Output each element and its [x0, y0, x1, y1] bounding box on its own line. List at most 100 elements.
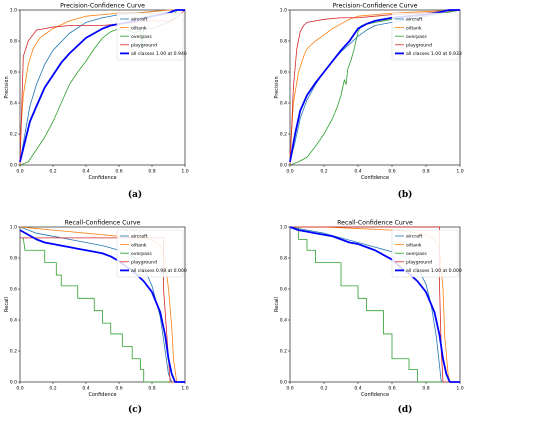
- series-line-overpass: [20, 237, 185, 383]
- legend-label: playground: [131, 260, 157, 266]
- y-tick-label: 1.0: [10, 225, 17, 231]
- series-line-playground: [289, 9, 461, 166]
- legend-label: playground: [406, 260, 432, 266]
- x-tick-label: 0.8: [422, 169, 429, 175]
- x-tick-label: 0.8: [148, 386, 155, 392]
- legend-box: [116, 229, 184, 278]
- chart-1: Precision-Confidence Curve 0.0 0.2 0.4 0.6 0.…: [274, 3, 464, 182]
- x-tick-label: 0.4: [82, 386, 89, 392]
- series-line-all: [289, 226, 460, 383]
- series-line-playground: [290, 226, 460, 383]
- legend-label: playground: [131, 43, 157, 49]
- legend-label: aircraft: [131, 234, 148, 240]
- y-tick-label: 0.4: [280, 101, 287, 107]
- legend-label: overpass: [406, 34, 427, 40]
- y-tick-label: 0.2: [10, 132, 17, 138]
- x-tick-label: 1.0: [181, 169, 188, 175]
- x-tick-label: 0.8: [422, 386, 429, 392]
- chart-0: Precision-Confidence Curve 0.0 0.2 0.4 0.6 0.…: [4, 3, 189, 182]
- legend-box: [116, 12, 184, 61]
- x-tick-label: 1.0: [456, 169, 463, 175]
- y-tick-label: 1.0: [280, 225, 287, 231]
- y-tick-label: 0.8: [280, 256, 287, 262]
- legend-label: all classes 1.00 at 0.933: [406, 51, 462, 57]
- x-tick-label: 0.6: [115, 386, 122, 392]
- x-tick-label: 0.4: [82, 169, 89, 175]
- caption-b: (b): [397, 190, 413, 200]
- y-tick-label: 0.6: [10, 287, 17, 293]
- y-tick-label: 0.4: [280, 318, 287, 324]
- legend-label: oiltank: [131, 242, 147, 248]
- x-axis-label: Confidence: [88, 175, 116, 181]
- y-axis-label: Precision: [4, 76, 10, 98]
- series-line-oiltank: [289, 9, 461, 158]
- y-tick-label: 0.6: [280, 70, 287, 76]
- x-tick-label: 1.0: [181, 386, 188, 392]
- chart-title: Precision-Confidence Curve: [60, 3, 145, 10]
- y-tick-label: 1.0: [280, 8, 287, 14]
- plot-frame: [289, 9, 461, 166]
- y-tick-label: 0.6: [10, 70, 17, 76]
- y-axis-label: Precision: [274, 76, 280, 98]
- series-line-all: [19, 229, 185, 383]
- y-tick-label: 0.2: [280, 349, 287, 355]
- legend-label: overpass: [131, 34, 152, 40]
- y-axis-label: Recall: [4, 297, 10, 312]
- legend-label: oiltank: [406, 242, 422, 248]
- y-tick-label: 0.0: [10, 380, 17, 386]
- legend-label: overpass: [406, 251, 427, 257]
- series-line-oiltank: [19, 9, 185, 142]
- y-tick-label: 1.0: [10, 8, 17, 14]
- chart-title: Recall-Confidence Curve: [337, 220, 413, 227]
- y-tick-label: 0.0: [10, 163, 17, 169]
- plot-frame: [19, 9, 186, 166]
- legend-label: aircraft: [406, 17, 423, 23]
- x-tick-label: 0.6: [388, 386, 395, 392]
- chart-title: Precision-Confidence Curve: [333, 3, 418, 10]
- x-tick-label: 0.6: [115, 169, 122, 175]
- x-tick-label: 0.2: [320, 169, 327, 175]
- y-tick-label: 0.8: [10, 39, 17, 45]
- legend-label: all classes 1.00 at 0.000: [406, 268, 462, 274]
- x-tick-label: 0.6: [388, 169, 395, 175]
- x-tick-label: 0.8: [148, 169, 155, 175]
- y-tick-label: 0.2: [280, 132, 287, 138]
- caption-c: (c): [128, 405, 142, 415]
- legend-label: oiltank: [406, 25, 422, 31]
- caption-a: (a): [127, 190, 143, 200]
- legend-label: aircraft: [406, 234, 423, 240]
- legend-box: [391, 12, 459, 61]
- x-axis-label: Confidence: [361, 175, 389, 181]
- x-axis-label: Confidence: [361, 392, 389, 398]
- chart-2: Recall-Confidence Curve 0.0 0.2 0.4 0.6 0.8 1.…: [4, 220, 189, 399]
- x-axis-label: Confidence: [88, 392, 116, 398]
- series-line-overpass: [290, 226, 460, 383]
- x-tick-label: 0.2: [49, 169, 56, 175]
- legend-box: [391, 229, 459, 278]
- x-tick-label: 0.0: [286, 386, 293, 392]
- legend-label: overpass: [131, 251, 152, 257]
- y-tick-label: 0.8: [10, 256, 17, 262]
- x-tick-label: 1.0: [456, 386, 463, 392]
- chart-3: Recall-Confidence Curve 0.0 0.2 0.4 0.6 0.8 1.…: [274, 220, 464, 399]
- x-tick-label: 0.0: [286, 169, 293, 175]
- legend-label: all classes 0.98 at 0.000: [131, 268, 187, 274]
- legend-label: playground: [406, 43, 432, 49]
- y-tick-label: 0.4: [10, 318, 17, 324]
- y-tick-label: 0.0: [280, 163, 287, 169]
- y-tick-label: 0.2: [10, 349, 17, 355]
- x-tick-label: 0.2: [49, 386, 56, 392]
- legend-label: all classes 1.00 at 0.946: [131, 51, 187, 57]
- y-tick-label: 0.0: [280, 380, 287, 386]
- y-tick-label: 0.6: [280, 287, 287, 293]
- x-tick-label: 0.4: [354, 169, 361, 175]
- x-tick-label: 0.0: [16, 386, 23, 392]
- plot-frame: [19, 226, 186, 383]
- x-tick-label: 0.4: [354, 386, 361, 392]
- legend-label: aircraft: [131, 17, 148, 23]
- y-axis-label: Recall: [274, 297, 280, 312]
- y-tick-label: 0.4: [10, 101, 17, 107]
- x-tick-label: 0.0: [16, 169, 23, 175]
